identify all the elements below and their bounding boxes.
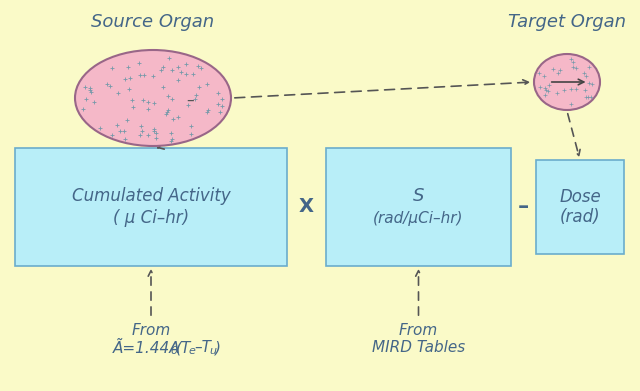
Text: From: From: [399, 323, 438, 338]
Bar: [536, 160, 624, 254]
Text: Dose: Dose: [559, 188, 601, 206]
Text: 0: 0: [170, 346, 177, 356]
Ellipse shape: [534, 54, 600, 110]
Text: (rad): (rad): [560, 208, 600, 226]
Text: e: e: [188, 346, 195, 356]
Text: –: –: [187, 93, 195, 108]
Text: ): ): [215, 341, 221, 355]
Text: Source Organ: Source Organ: [92, 13, 214, 31]
Text: –: –: [518, 197, 529, 217]
Text: Cumulated Activity: Cumulated Activity: [72, 187, 230, 205]
Text: (T: (T: [176, 341, 191, 355]
Ellipse shape: [75, 50, 231, 146]
Text: X: X: [299, 197, 314, 217]
Text: ( μ Ci–hr): ( μ Ci–hr): [113, 209, 189, 227]
Text: From: From: [131, 323, 171, 338]
Bar: [15, 148, 287, 266]
Text: Ã=1.44A: Ã=1.44A: [113, 341, 180, 355]
Text: MIRD Tables: MIRD Tables: [372, 340, 465, 355]
Text: –T: –T: [194, 341, 211, 355]
Text: S: S: [413, 187, 424, 205]
Bar: [326, 148, 511, 266]
Text: Target Organ: Target Organ: [508, 13, 626, 31]
Text: u: u: [209, 346, 216, 356]
Text: (rad/μCi–hr): (rad/μCi–hr): [373, 210, 464, 226]
